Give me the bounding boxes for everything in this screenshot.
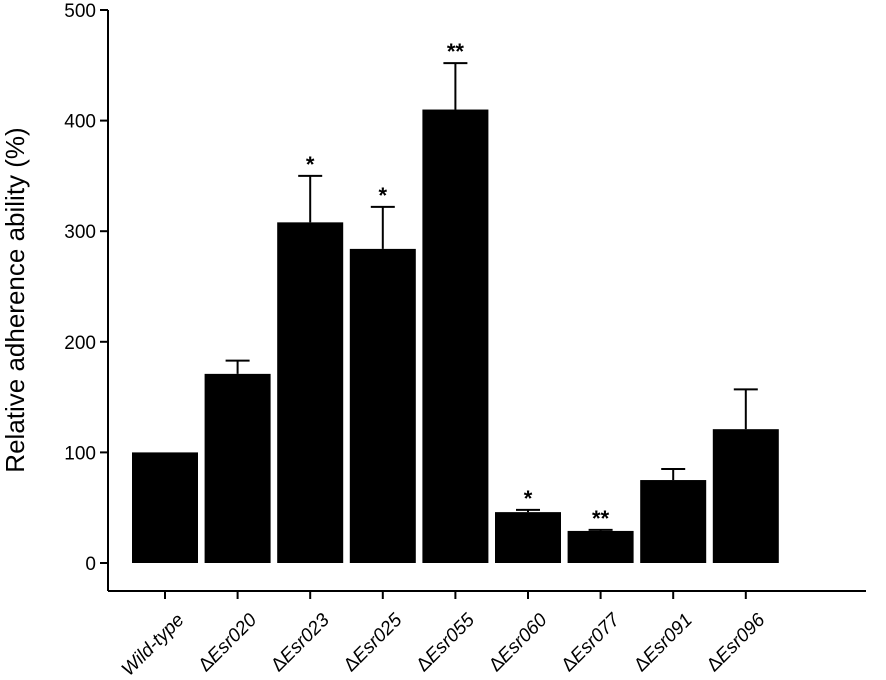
x-tick-label: ΔEsr020 (195, 609, 262, 676)
y-tick-label: 0 (85, 554, 96, 575)
bars-group (132, 109, 779, 564)
y-tick-label: 300 (64, 222, 96, 243)
x-tick-label: ΔEsr060 (485, 609, 552, 676)
bar (640, 480, 707, 563)
x-tick-label-name: Esr023 (276, 609, 334, 667)
x-tick-label: ΔEsr025 (340, 609, 407, 676)
y-tick-label: 400 (64, 112, 96, 133)
x-tick-label-name: Wild-type (118, 610, 189, 680)
significance-marks-group: ******* (306, 39, 610, 531)
significance-mark: ** (592, 506, 610, 531)
x-tick-label: Wild-type (118, 610, 189, 680)
bar (204, 373, 271, 563)
y-tick-label: 500 (64, 1, 96, 22)
bar (422, 109, 489, 563)
x-tick-label-name: Esr077 (567, 609, 625, 667)
significance-mark: * (306, 152, 315, 177)
x-axis (108, 590, 866, 599)
x-tick-label-name: Esr025 (349, 609, 407, 667)
bar (132, 452, 198, 563)
error-bars-group (225, 62, 758, 531)
significance-mark: * (524, 486, 533, 511)
x-tick-label-name: Esr020 (204, 609, 262, 667)
significance-mark: ** (447, 39, 465, 64)
bar (712, 429, 779, 563)
significance-mark: * (379, 183, 388, 208)
x-tick-label: ΔEsr091 (630, 610, 696, 676)
x-tick-label: ΔEsr096 (703, 609, 770, 676)
bar (495, 512, 561, 563)
x-tick-label-name: Esr060 (494, 609, 552, 667)
y-tick-label: 100 (64, 443, 96, 464)
x-tick-label: ΔEsr055 (413, 609, 480, 676)
y-axis-label: Relative adherence ability (%) (0, 127, 30, 472)
y-axis: 0 100 200 300 400 500 (64, 1, 109, 591)
category-labels-group: Wild-type ΔEsr020 ΔEsr023 ΔEsr025 ΔEsr055 ΔEs… (118, 609, 770, 680)
x-tick-label: ΔEsr023 (267, 609, 334, 676)
y-tick-label: 200 (64, 333, 96, 354)
x-tick-label-name: Esr091 (639, 610, 696, 667)
x-tick-label-name: Esr055 (422, 609, 480, 667)
x-tick-label-name: Esr096 (712, 609, 770, 667)
bar (277, 222, 344, 564)
x-tick-label: ΔEsr077 (558, 609, 625, 676)
bar (567, 530, 634, 563)
bar (349, 248, 416, 563)
